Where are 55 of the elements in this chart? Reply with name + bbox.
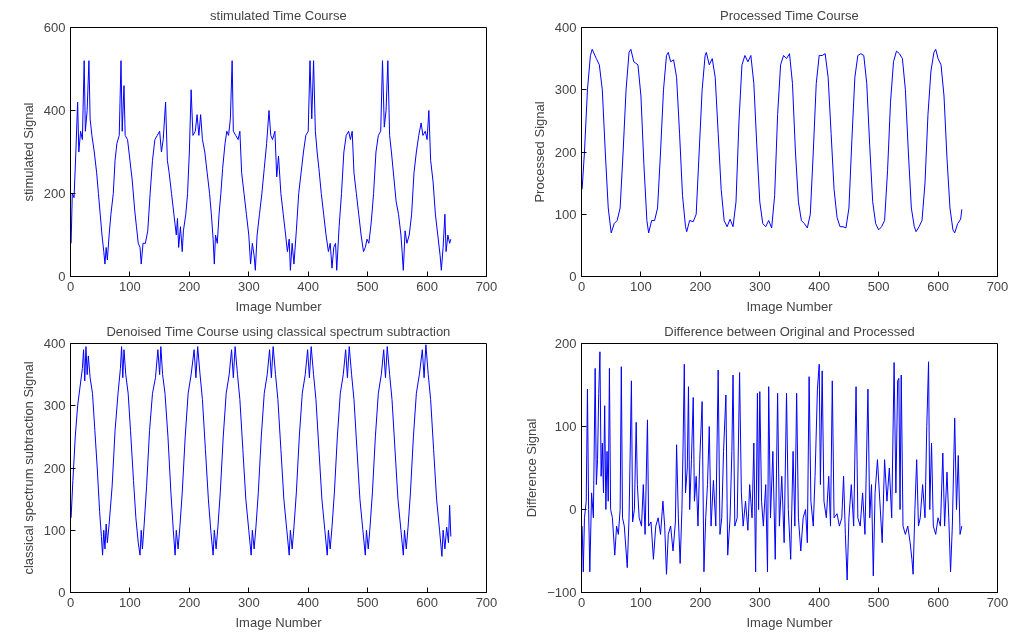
y-axis-title: Processed Signal	[531, 101, 547, 203]
x-tick-label: 400	[808, 594, 831, 610]
x-tick-label: 700	[475, 594, 498, 610]
x-tick-label: 600	[416, 278, 438, 294]
x-tick-label: 700	[475, 278, 498, 294]
y-tick-label: 0	[569, 502, 577, 517]
x-tick-label: 100	[119, 278, 141, 294]
y-tick-label: 100	[43, 522, 66, 538]
y-tick-label: 200	[43, 460, 66, 476]
x-tick-label: 300	[748, 278, 771, 294]
chart-title: Processed Time Course	[720, 7, 859, 23]
y-axis-title: stimulated Signal	[20, 102, 36, 202]
y-tick-label: −100	[547, 585, 577, 600]
x-axis-title: Image Number	[746, 614, 834, 630]
y-tick-label: 200	[554, 144, 577, 160]
x-tick-label: 200	[178, 278, 201, 294]
x-tick-label: 300	[748, 594, 771, 610]
y-tick-label: 400	[554, 20, 577, 35]
x-tick-label: 500	[867, 278, 890, 294]
y-tick-label: 300	[554, 82, 577, 98]
x-axis-title: Image Number	[235, 298, 323, 314]
y-tick-label: 100	[554, 419, 577, 434]
x-tick-label: 700	[986, 594, 1009, 610]
y-tick-label: 400	[43, 103, 66, 118]
x-tick-label: 300	[237, 594, 260, 610]
chart-title: Denoised Time Course using classical spectrum subtraction	[106, 323, 451, 339]
x-tick-label: 500	[356, 594, 379, 610]
y-tick-label: 100	[554, 206, 577, 222]
x-tick-label: 100	[630, 594, 652, 610]
x-axis-title: Image Number	[235, 614, 323, 630]
x-tick-label: 400	[297, 594, 320, 610]
x-tick-label: 200	[689, 594, 712, 610]
x-tick-label: 200	[178, 594, 201, 610]
y-axis-title: classical spectrum subtraction Signal	[20, 361, 36, 575]
x-axis-title: Image Number	[746, 298, 834, 314]
x-tick-label: 600	[416, 594, 438, 610]
y-tick-label: 600	[43, 20, 66, 35]
x-tick-label: 300	[237, 278, 260, 294]
x-tick-label: 100	[119, 594, 141, 610]
x-tick-label: 100	[630, 278, 652, 294]
x-tick-label: 400	[297, 278, 320, 294]
x-tick-label: 500	[867, 594, 890, 610]
chart-title: stimulated Time Course	[210, 7, 347, 23]
x-tick-label: 600	[927, 594, 949, 610]
y-tick-label: 200	[554, 336, 577, 351]
x-tick-label: 600	[927, 278, 949, 294]
y-axis-title: Difference Signal	[524, 418, 540, 518]
x-tick-label: 700	[986, 278, 1009, 294]
chart-title: Difference between Original and Processed	[664, 323, 915, 339]
y-tick-label: 400	[43, 336, 66, 351]
y-tick-label: 200	[43, 186, 66, 201]
x-tick-label: 500	[356, 278, 379, 294]
x-tick-label: 200	[689, 278, 712, 294]
x-tick-label: 400	[808, 278, 831, 294]
y-tick-label: 300	[43, 398, 66, 414]
